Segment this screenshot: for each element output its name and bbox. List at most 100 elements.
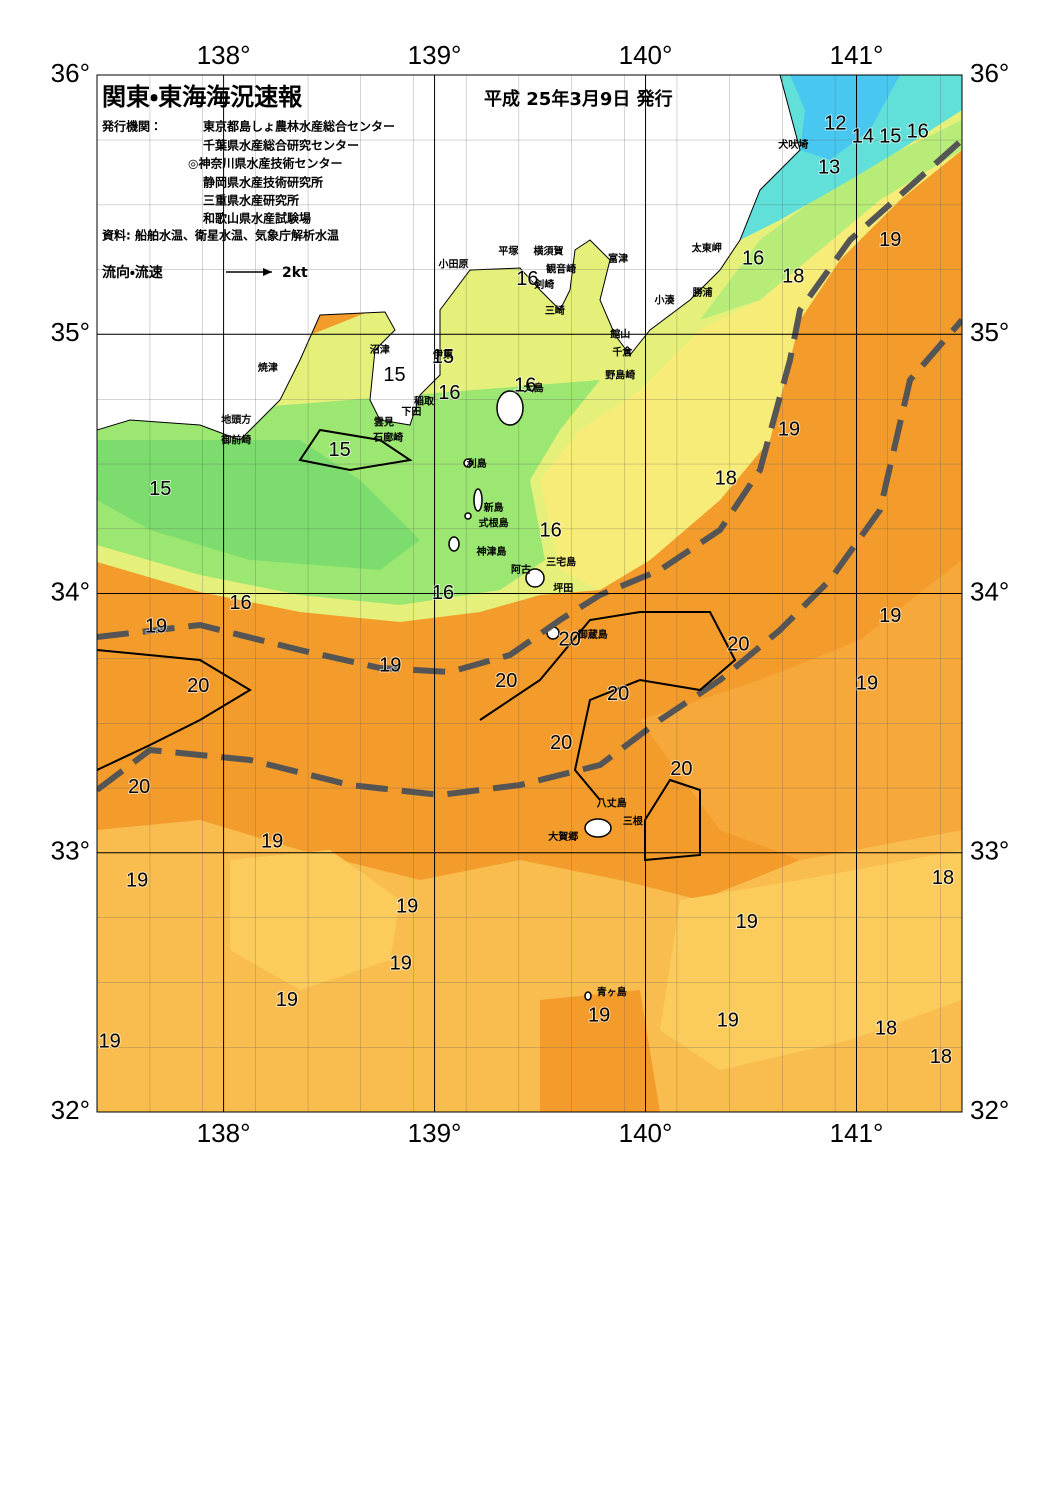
temperature-label: 14 — [852, 126, 874, 148]
place-name: 横須賀 — [533, 244, 563, 257]
place-name: 千倉 — [612, 345, 633, 358]
place-name: 剣崎 — [533, 278, 554, 291]
temperature-label: 15 — [328, 439, 350, 461]
temperature-label: 18 — [932, 867, 954, 889]
temperature-label: 18 — [715, 468, 737, 490]
place-name: 野島崎 — [605, 369, 635, 382]
temperature-label: 16 — [438, 382, 460, 404]
temperature-label: 20 — [128, 776, 150, 798]
place-name: 下田 — [401, 406, 421, 418]
legend-label: 流向・流速 — [102, 264, 163, 281]
temperature-label: 19 — [276, 989, 298, 1011]
place-name: 館山 — [609, 327, 630, 340]
island — [448, 536, 460, 552]
temperature-label: 16 — [229, 592, 251, 614]
publisher: 千葉県水産総合研究センター — [203, 138, 359, 153]
temperature-label: 15 — [879, 126, 901, 148]
x-tick-label: 141° — [830, 40, 884, 70]
kuroshio-south — [97, 318, 962, 799]
publisher: ◎神奈川県水産技術センター — [188, 156, 342, 171]
temperature-label: 18 — [782, 265, 804, 287]
island — [463, 458, 473, 468]
y-tick-label: 35° — [51, 317, 90, 347]
place-name: 石廊崎 — [372, 431, 403, 444]
place-name: 青ヶ島 — [597, 986, 627, 999]
island — [584, 991, 592, 1001]
temperature-label: 19 — [736, 911, 758, 933]
temperature-label: 19 — [379, 654, 401, 676]
place-name: 太東岬 — [691, 242, 722, 255]
temperature-label: 19 — [778, 418, 800, 440]
place-name: 雲見 — [374, 416, 394, 428]
y-tick-label: 36° — [51, 58, 90, 88]
temperature-label: 15 — [383, 364, 405, 386]
isotherm-20 — [97, 649, 252, 771]
publisher: 三重県水産研究所 — [203, 193, 299, 208]
place-name: 八丈島 — [597, 796, 627, 809]
y-tick-label: 34° — [970, 576, 1009, 606]
temperature-label: 16 — [516, 268, 538, 290]
publisher: 和歌山県水産試験場 — [202, 211, 311, 226]
x-tick-label: 140° — [619, 40, 673, 70]
temperature-label: 13 — [818, 157, 840, 179]
temperature-label: 16 — [907, 120, 929, 142]
publisher-label: 発行機関： — [101, 119, 162, 134]
x-tick-label: 138° — [197, 40, 251, 70]
temperature-label: 19 — [879, 605, 901, 627]
temperature-label: 20 — [550, 732, 572, 754]
temperature-label: 19 — [879, 229, 901, 251]
y-tick-label: 34° — [51, 576, 90, 606]
place-name: 大賀郷 — [548, 830, 578, 843]
place-name: 富津 — [608, 252, 628, 265]
isotherm-20 — [479, 611, 737, 801]
temperature-label: 16 — [432, 582, 454, 604]
place-name: 沼津 — [370, 343, 390, 356]
issue-date: 平成 25年3月9日 発行 — [484, 88, 673, 110]
y-tick-label: 36° — [970, 58, 1009, 88]
place-name: 焼津 — [258, 361, 278, 374]
place-name: 三根 — [623, 815, 644, 828]
temperature-label: 18 — [930, 1046, 952, 1068]
temperature-label: 18 — [875, 1017, 897, 1039]
place-name: 地頭方 — [221, 413, 251, 426]
place-name: 御蔵島 — [577, 628, 608, 641]
legend-arrowhead — [263, 268, 272, 276]
place-name: 利島 — [467, 457, 487, 470]
temperature-label: 20 — [187, 675, 209, 697]
y-tick-label: 35° — [970, 317, 1009, 347]
temperature-label: 19 — [856, 673, 878, 695]
temperature-label: 19 — [126, 870, 148, 892]
temperature-label: 20 — [727, 634, 749, 656]
place-name: 新島 — [483, 501, 504, 514]
place-name: 小田原 — [438, 257, 469, 270]
publisher: 静岡県水産技術研究所 — [203, 175, 323, 190]
data-source: 資料: 船舶水温、衛星水温、気象庁解析水温 — [102, 228, 339, 243]
publisher: 東京都島しょ農林水産総合センター — [203, 119, 395, 134]
temperature-label: 19 — [99, 1030, 121, 1052]
place-name: 神津島 — [476, 545, 507, 558]
temperature-label: 20 — [670, 758, 692, 780]
legend-scale: 2kt — [282, 265, 308, 281]
x-tick-label: 139° — [408, 40, 462, 70]
temperature-label: 20 — [495, 670, 517, 692]
y-tick-label: 33° — [970, 836, 1009, 866]
kuroshio-north — [97, 137, 962, 676]
graticule: 138° 138° 139° 139° 140° 140° 141° 141° 32° 32° 33… — [51, 40, 1010, 1148]
y-tick-label: 32° — [970, 1095, 1009, 1125]
place-name: 小湊 — [654, 294, 676, 307]
isotherm-15 — [298, 428, 413, 472]
place-name: 御前崎 — [220, 434, 251, 447]
temperature-label: 20 — [607, 683, 629, 705]
temperature-label: 12 — [824, 113, 846, 135]
place-name: 大島 — [524, 382, 544, 395]
header: 関東・東海海況速報 平成 25年3月9日 発行 発行機関： 東京都島しょ農林水産… — [101, 83, 673, 281]
x-tick-label: 138° — [197, 1118, 251, 1148]
island — [473, 488, 483, 512]
temperature-label: 15 — [149, 478, 171, 500]
place-name: 三崎 — [545, 304, 565, 317]
island — [584, 818, 612, 838]
temperature-label: 16 — [742, 247, 764, 269]
place-name: 伊東 — [432, 348, 453, 361]
temperature-label: 19 — [145, 615, 167, 637]
